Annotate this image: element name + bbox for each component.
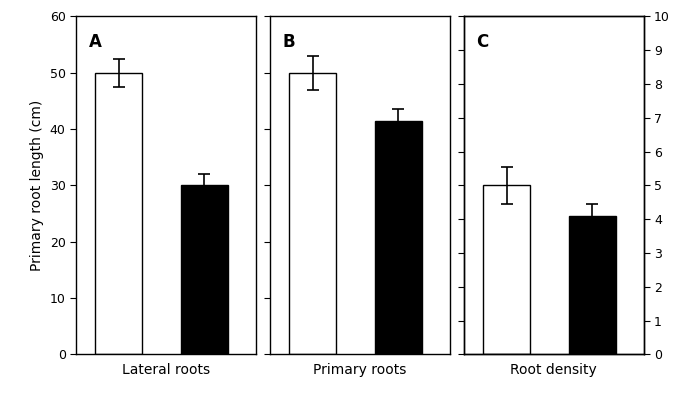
X-axis label: Primary roots: Primary roots [313, 363, 406, 377]
Text: A: A [89, 33, 102, 52]
Bar [181, 185, 228, 354]
Bar [375, 121, 422, 354]
Bar [483, 185, 530, 354]
Text: C: C [477, 33, 489, 52]
X-axis label: Root density: Root density [511, 363, 597, 377]
X-axis label: Lateral roots: Lateral roots [122, 363, 210, 377]
Text: B: B [282, 33, 295, 52]
Bar [569, 216, 616, 354]
Bar [289, 73, 336, 354]
Y-axis label: Primary root length (cm): Primary root length (cm) [30, 100, 44, 271]
Bar [95, 73, 143, 354]
